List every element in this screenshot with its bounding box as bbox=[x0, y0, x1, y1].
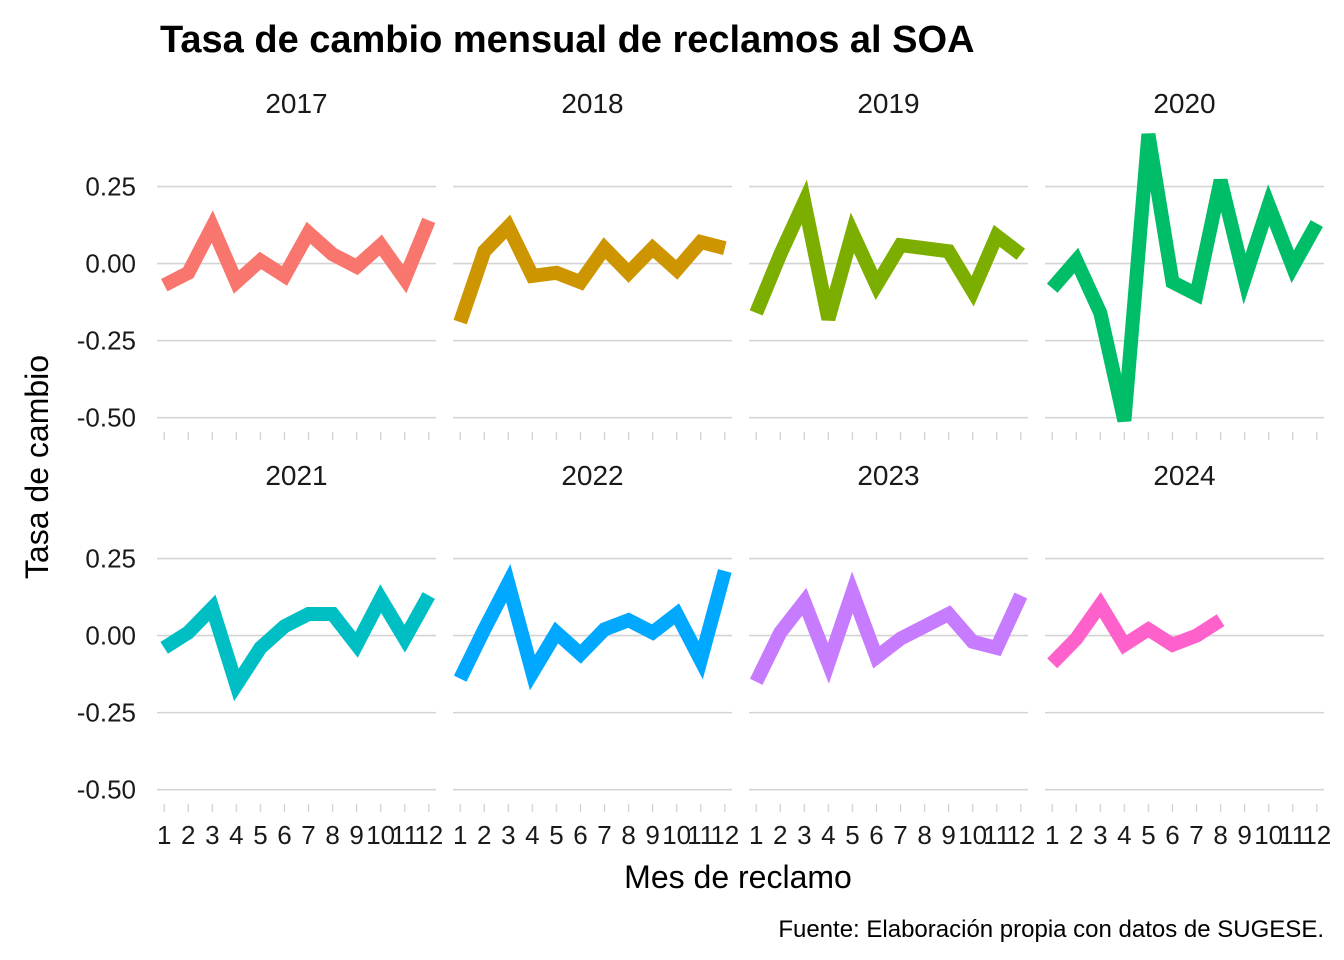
series-line-2023 bbox=[749, 571, 1028, 685]
series-line-2019 bbox=[749, 179, 1026, 321]
panel-title: 2021 bbox=[265, 460, 327, 491]
x-tick-label: 8 bbox=[1213, 820, 1227, 850]
panel-title: 2019 bbox=[857, 88, 919, 119]
x-tick-label: 12 bbox=[1006, 820, 1035, 850]
x-tick-label: 4 bbox=[1117, 820, 1131, 850]
panel-title: 2022 bbox=[561, 460, 623, 491]
x-tick-label: 9 bbox=[349, 820, 363, 850]
x-tick-label: 1 bbox=[749, 820, 763, 850]
panel-title: 2020 bbox=[1153, 88, 1215, 119]
chart-caption: Fuente: Elaboración propia con datos de … bbox=[778, 916, 1324, 943]
panel-title: 2017 bbox=[265, 88, 327, 119]
x-tick-label: 10 bbox=[958, 820, 987, 850]
x-tick-label: 3 bbox=[1093, 820, 1107, 850]
x-tick-label: 4 bbox=[821, 820, 835, 850]
x-tick-label: 10 bbox=[1254, 820, 1283, 850]
series-line-2024 bbox=[1047, 592, 1225, 669]
y-tick-label: 0.00 bbox=[85, 621, 136, 651]
x-tick-label: 6 bbox=[277, 820, 291, 850]
x-tick-label: 2 bbox=[773, 820, 787, 850]
x-tick-label: 2 bbox=[1069, 820, 1083, 850]
x-tick-label: 5 bbox=[1141, 820, 1155, 850]
x-tick-label: 9 bbox=[941, 820, 955, 850]
series-line-2020 bbox=[1046, 133, 1323, 423]
series-line-2018 bbox=[453, 214, 727, 325]
x-tick-label: 10 bbox=[366, 820, 395, 850]
series-line-2017 bbox=[160, 210, 436, 294]
x-tick-label: 1 bbox=[453, 820, 467, 850]
y-axis-label: Tasa de cambio bbox=[19, 355, 55, 579]
x-tick-label: 11 bbox=[687, 820, 714, 850]
x-tick-label: 3 bbox=[797, 820, 811, 850]
y-tick-label: 0.25 bbox=[85, 544, 136, 574]
x-tick-label: 7 bbox=[1189, 820, 1203, 850]
y-tick-label: 0.00 bbox=[85, 249, 136, 279]
y-tick-label: -0.50 bbox=[77, 403, 136, 433]
x-tick-label: 12 bbox=[710, 820, 739, 850]
panel-2019: 2019 bbox=[749, 88, 1028, 440]
y-tick-label: 0.25 bbox=[85, 172, 136, 202]
panel-2020: 2020 bbox=[1045, 88, 1324, 440]
x-tick-label: 8 bbox=[917, 820, 931, 850]
series-line-2021 bbox=[160, 584, 435, 702]
x-tick-label: 1 bbox=[157, 820, 171, 850]
x-tick-label: 2 bbox=[477, 820, 491, 850]
x-tick-label: 7 bbox=[597, 820, 611, 850]
y-tick-label: -0.25 bbox=[77, 326, 136, 356]
x-tick-label: 6 bbox=[869, 820, 883, 850]
x-tick-label: 6 bbox=[573, 820, 587, 850]
x-tick-label: 12 bbox=[1302, 820, 1331, 850]
y-tick-label: -0.25 bbox=[77, 698, 136, 728]
y-tick-label: -0.50 bbox=[77, 775, 136, 805]
panel-title: 2018 bbox=[561, 88, 623, 119]
x-tick-label: 5 bbox=[253, 820, 267, 850]
x-tick-label: 3 bbox=[205, 820, 219, 850]
x-tick-label: 5 bbox=[845, 820, 859, 850]
x-tick-label: 11 bbox=[983, 820, 1010, 850]
x-axis-label: Mes de reclamo bbox=[624, 859, 852, 895]
x-tick-label: 8 bbox=[621, 820, 635, 850]
x-tick-label: 7 bbox=[301, 820, 315, 850]
chart-title: Tasa de cambio mensual de reclamos al SO… bbox=[160, 19, 975, 61]
x-tick-label: 3 bbox=[501, 820, 515, 850]
x-tick-label: 7 bbox=[893, 820, 907, 850]
x-tick-label: 10 bbox=[662, 820, 691, 850]
x-tick-label: 9 bbox=[645, 820, 659, 850]
x-tick-label: 1 bbox=[1045, 820, 1059, 850]
x-tick-label: 8 bbox=[325, 820, 339, 850]
x-tick-label: 11 bbox=[1279, 820, 1306, 850]
x-tick-label: 11 bbox=[391, 820, 418, 850]
x-tick-label: 5 bbox=[549, 820, 563, 850]
x-tick-label: 2 bbox=[181, 820, 195, 850]
x-tick-label: 4 bbox=[229, 820, 243, 850]
series-line-2022 bbox=[453, 564, 732, 691]
x-tick-label: 4 bbox=[525, 820, 539, 850]
panel-2017: 0.25 0.00 -0.25 -0.50 2017 bbox=[77, 88, 436, 440]
panel-title: 2023 bbox=[857, 460, 919, 491]
x-tick-label: 9 bbox=[1237, 820, 1251, 850]
x-tick-label: 12 bbox=[414, 820, 443, 850]
x-tick-label: 6 bbox=[1165, 820, 1179, 850]
panel-title: 2024 bbox=[1153, 460, 1215, 491]
panel-2018: 2018 bbox=[453, 88, 732, 440]
